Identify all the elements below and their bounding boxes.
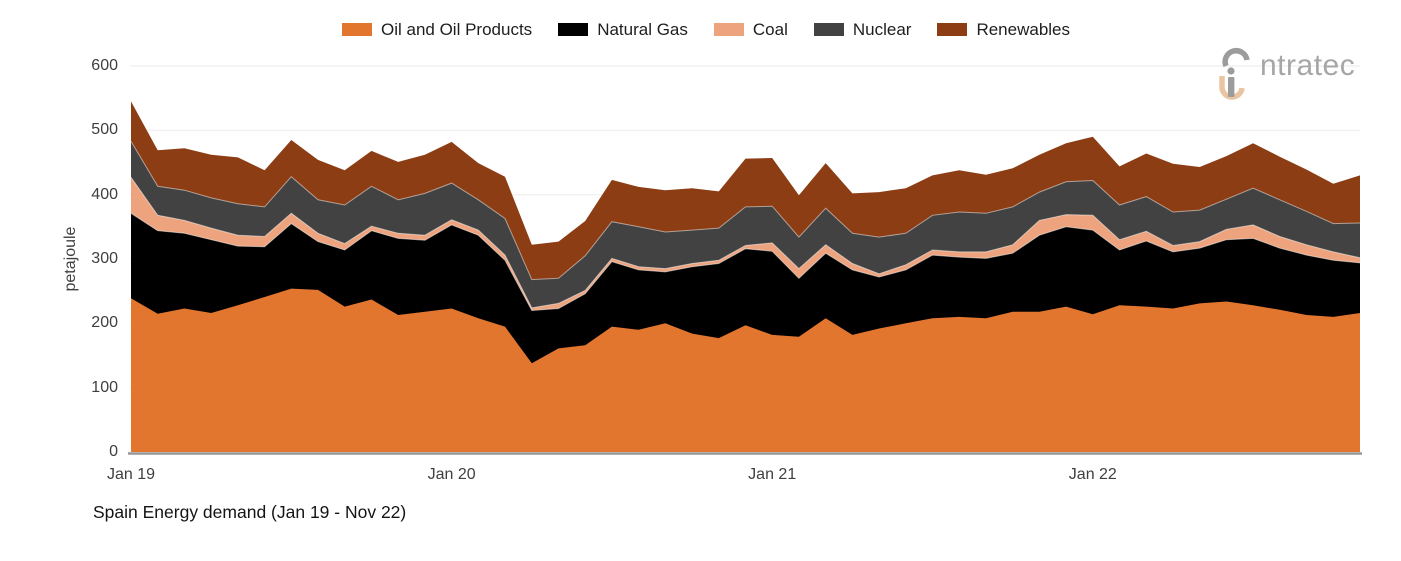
legend-label-nuclear: Nuclear bbox=[852, 20, 912, 39]
legend-item-coal[interactable]: Coal bbox=[713, 20, 788, 39]
legend-swatch-natural-gas bbox=[558, 23, 589, 36]
legend-item-oil-and-oil-products[interactable]: Oil and Oil Products bbox=[342, 21, 532, 38]
legend-swatch-nuclear bbox=[813, 23, 844, 36]
x-tick-label-jan-22: Jan 22 bbox=[1068, 466, 1117, 483]
band-separator-1 bbox=[130, 212, 1361, 312]
legend-item-natural-gas[interactable]: Natural Gas bbox=[558, 21, 688, 38]
chart-title: Spain Energy demand (Jan 19 - Nov 22) bbox=[93, 502, 407, 522]
y-tick-label-400: 400 bbox=[91, 185, 118, 203]
intratec-logo: ntratec bbox=[1216, 38, 1355, 102]
legend-item-nuclear[interactable]: Nuclear bbox=[813, 20, 912, 39]
legend-swatch-oil-and-oil-products bbox=[342, 23, 372, 36]
legend-label-oil-and-oil-products: Oil and Oil Products bbox=[381, 20, 533, 39]
y-tick-label-500: 500 bbox=[91, 121, 118, 139]
x-tick-label-jan-21: Jan 21 bbox=[748, 466, 797, 483]
area-oil-and-oil-products bbox=[131, 288, 1360, 452]
x-tick-label-jan-19: Jan 19 bbox=[106, 466, 156, 483]
legend-label-natural-gas: Natural Gas bbox=[597, 20, 688, 39]
legend-label-coal: Coal bbox=[752, 20, 788, 39]
legend-swatch-renewables bbox=[937, 23, 968, 36]
y-tick-label-300: 300 bbox=[91, 250, 118, 267]
legend-label-renewables: Renewables bbox=[976, 20, 1071, 39]
legend-swatch-coal bbox=[713, 23, 744, 36]
x-tick-label-jan-20: Jan 20 bbox=[427, 466, 476, 483]
y-tick-label-600: 600 bbox=[91, 57, 118, 74]
legend-item-renewables[interactable]: Renewables bbox=[937, 21, 1070, 38]
y-tick-label-100: 100 bbox=[91, 378, 118, 396]
intratec-logo-text: ntratec bbox=[1260, 49, 1356, 82]
intratec-logo-icon bbox=[1219, 47, 1250, 100]
band-separator-3 bbox=[130, 141, 1361, 281]
legend: Oil and Oil Products Natural Gas Coal Nucle… bbox=[342, 21, 1070, 38]
y-tick-label-0: 0 bbox=[109, 443, 118, 460]
y-tick-label-200: 200 bbox=[91, 314, 118, 332]
band-separator-2 bbox=[130, 177, 1361, 309]
